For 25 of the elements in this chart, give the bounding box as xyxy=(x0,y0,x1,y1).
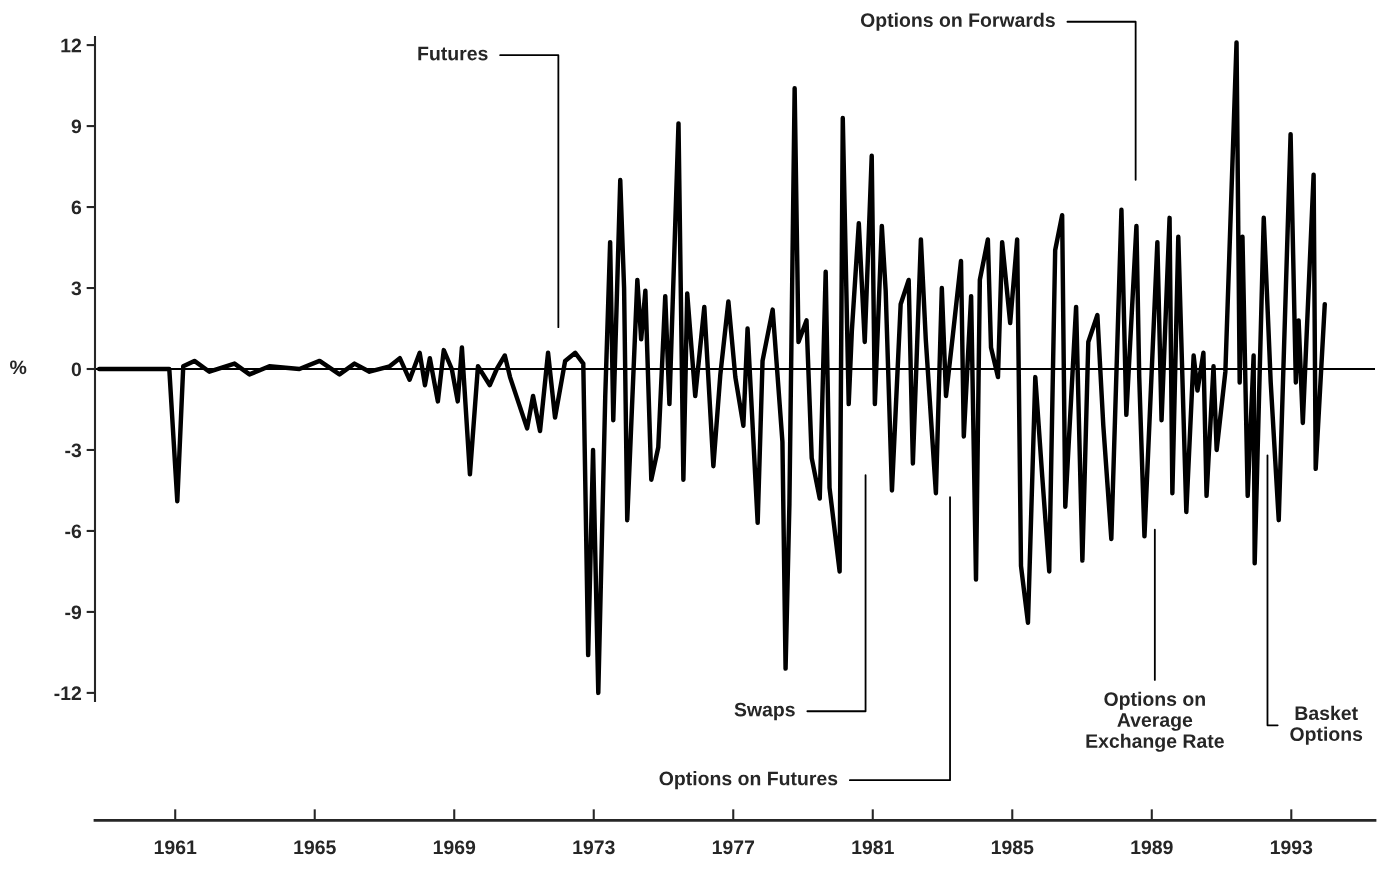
text: Options on Futures xyxy=(659,771,838,790)
x-tick-label: 1973 xyxy=(573,840,615,855)
y-axis-title: % xyxy=(10,360,27,375)
y-tick-label: -6 xyxy=(65,524,82,539)
text: Basket Options xyxy=(1290,705,1363,745)
y-tick-label: 3 xyxy=(71,281,82,296)
y-tick-label: 6 xyxy=(71,200,82,215)
x-tick-label: 1993 xyxy=(1270,840,1313,855)
x-tick-label: 1977 xyxy=(712,840,755,855)
y-tick-label: -12 xyxy=(54,686,82,700)
x-tick-label: 1965 xyxy=(294,840,336,855)
x-tick-label: 1985 xyxy=(991,840,1034,855)
annotation: Options on Average Exchange Rate xyxy=(1086,691,1224,752)
y-tick-label: 12 xyxy=(61,38,82,53)
x-tick-label: 1969 xyxy=(433,840,476,855)
y-tick-label: 9 xyxy=(71,119,82,134)
text: Options on Forwards xyxy=(860,12,1055,31)
annotation: Futures xyxy=(418,46,488,61)
x-tick-label: 1961 xyxy=(154,840,197,855)
y-tick-label: -9 xyxy=(65,605,82,620)
x-tick-label: 1981 xyxy=(852,840,894,855)
text: Swaps xyxy=(734,702,795,721)
x-tick-label: 1989 xyxy=(1131,840,1173,855)
y-tick-label: -3 xyxy=(65,443,82,458)
y-tick-label: 0 xyxy=(71,362,82,377)
